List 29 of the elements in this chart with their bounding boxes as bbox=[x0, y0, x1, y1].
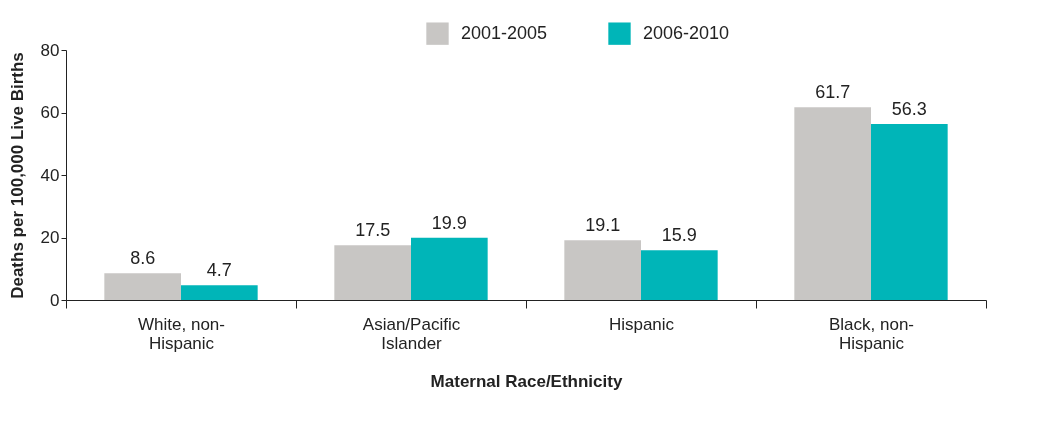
y-tick-label: 80 bbox=[40, 40, 60, 60]
data-label: 4.7 bbox=[206, 260, 232, 281]
bar bbox=[794, 107, 871, 300]
x-tick-label: Hispanic bbox=[608, 314, 675, 334]
bar bbox=[564, 240, 641, 300]
bar bbox=[334, 245, 411, 300]
x-tick-label: Black, non-Hispanic bbox=[828, 314, 915, 353]
bar bbox=[181, 285, 258, 300]
data-label: 15.9 bbox=[661, 225, 697, 246]
data-label: 17.5 bbox=[355, 220, 391, 241]
y-tick-label: 20 bbox=[40, 228, 60, 247]
x-tick-label: White, non-Hispanic bbox=[138, 314, 225, 353]
y-tick-label: 40 bbox=[40, 165, 60, 185]
data-label: 19.9 bbox=[431, 212, 467, 233]
data-label: 19.1 bbox=[585, 215, 621, 236]
y-tick-label: 0 bbox=[50, 290, 60, 310]
bar bbox=[104, 273, 181, 300]
legend-label: 2006-2010 bbox=[643, 22, 730, 43]
y-axis-title: Deaths per 100,000 Live Births bbox=[7, 52, 27, 299]
bar bbox=[411, 237, 488, 300]
y-tick-label: 60 bbox=[40, 103, 60, 122]
data-label: 61.7 bbox=[815, 82, 851, 103]
bar bbox=[641, 250, 718, 300]
legend-label: 2001-2005 bbox=[461, 22, 548, 43]
data-label: 56.3 bbox=[891, 99, 927, 120]
x-tick-label: Asian/Pacific Islander bbox=[362, 314, 461, 353]
data-label: 8.6 bbox=[130, 248, 156, 269]
bar bbox=[871, 124, 948, 300]
x-axis-title: Maternal Race/Ethnicity bbox=[430, 371, 623, 391]
